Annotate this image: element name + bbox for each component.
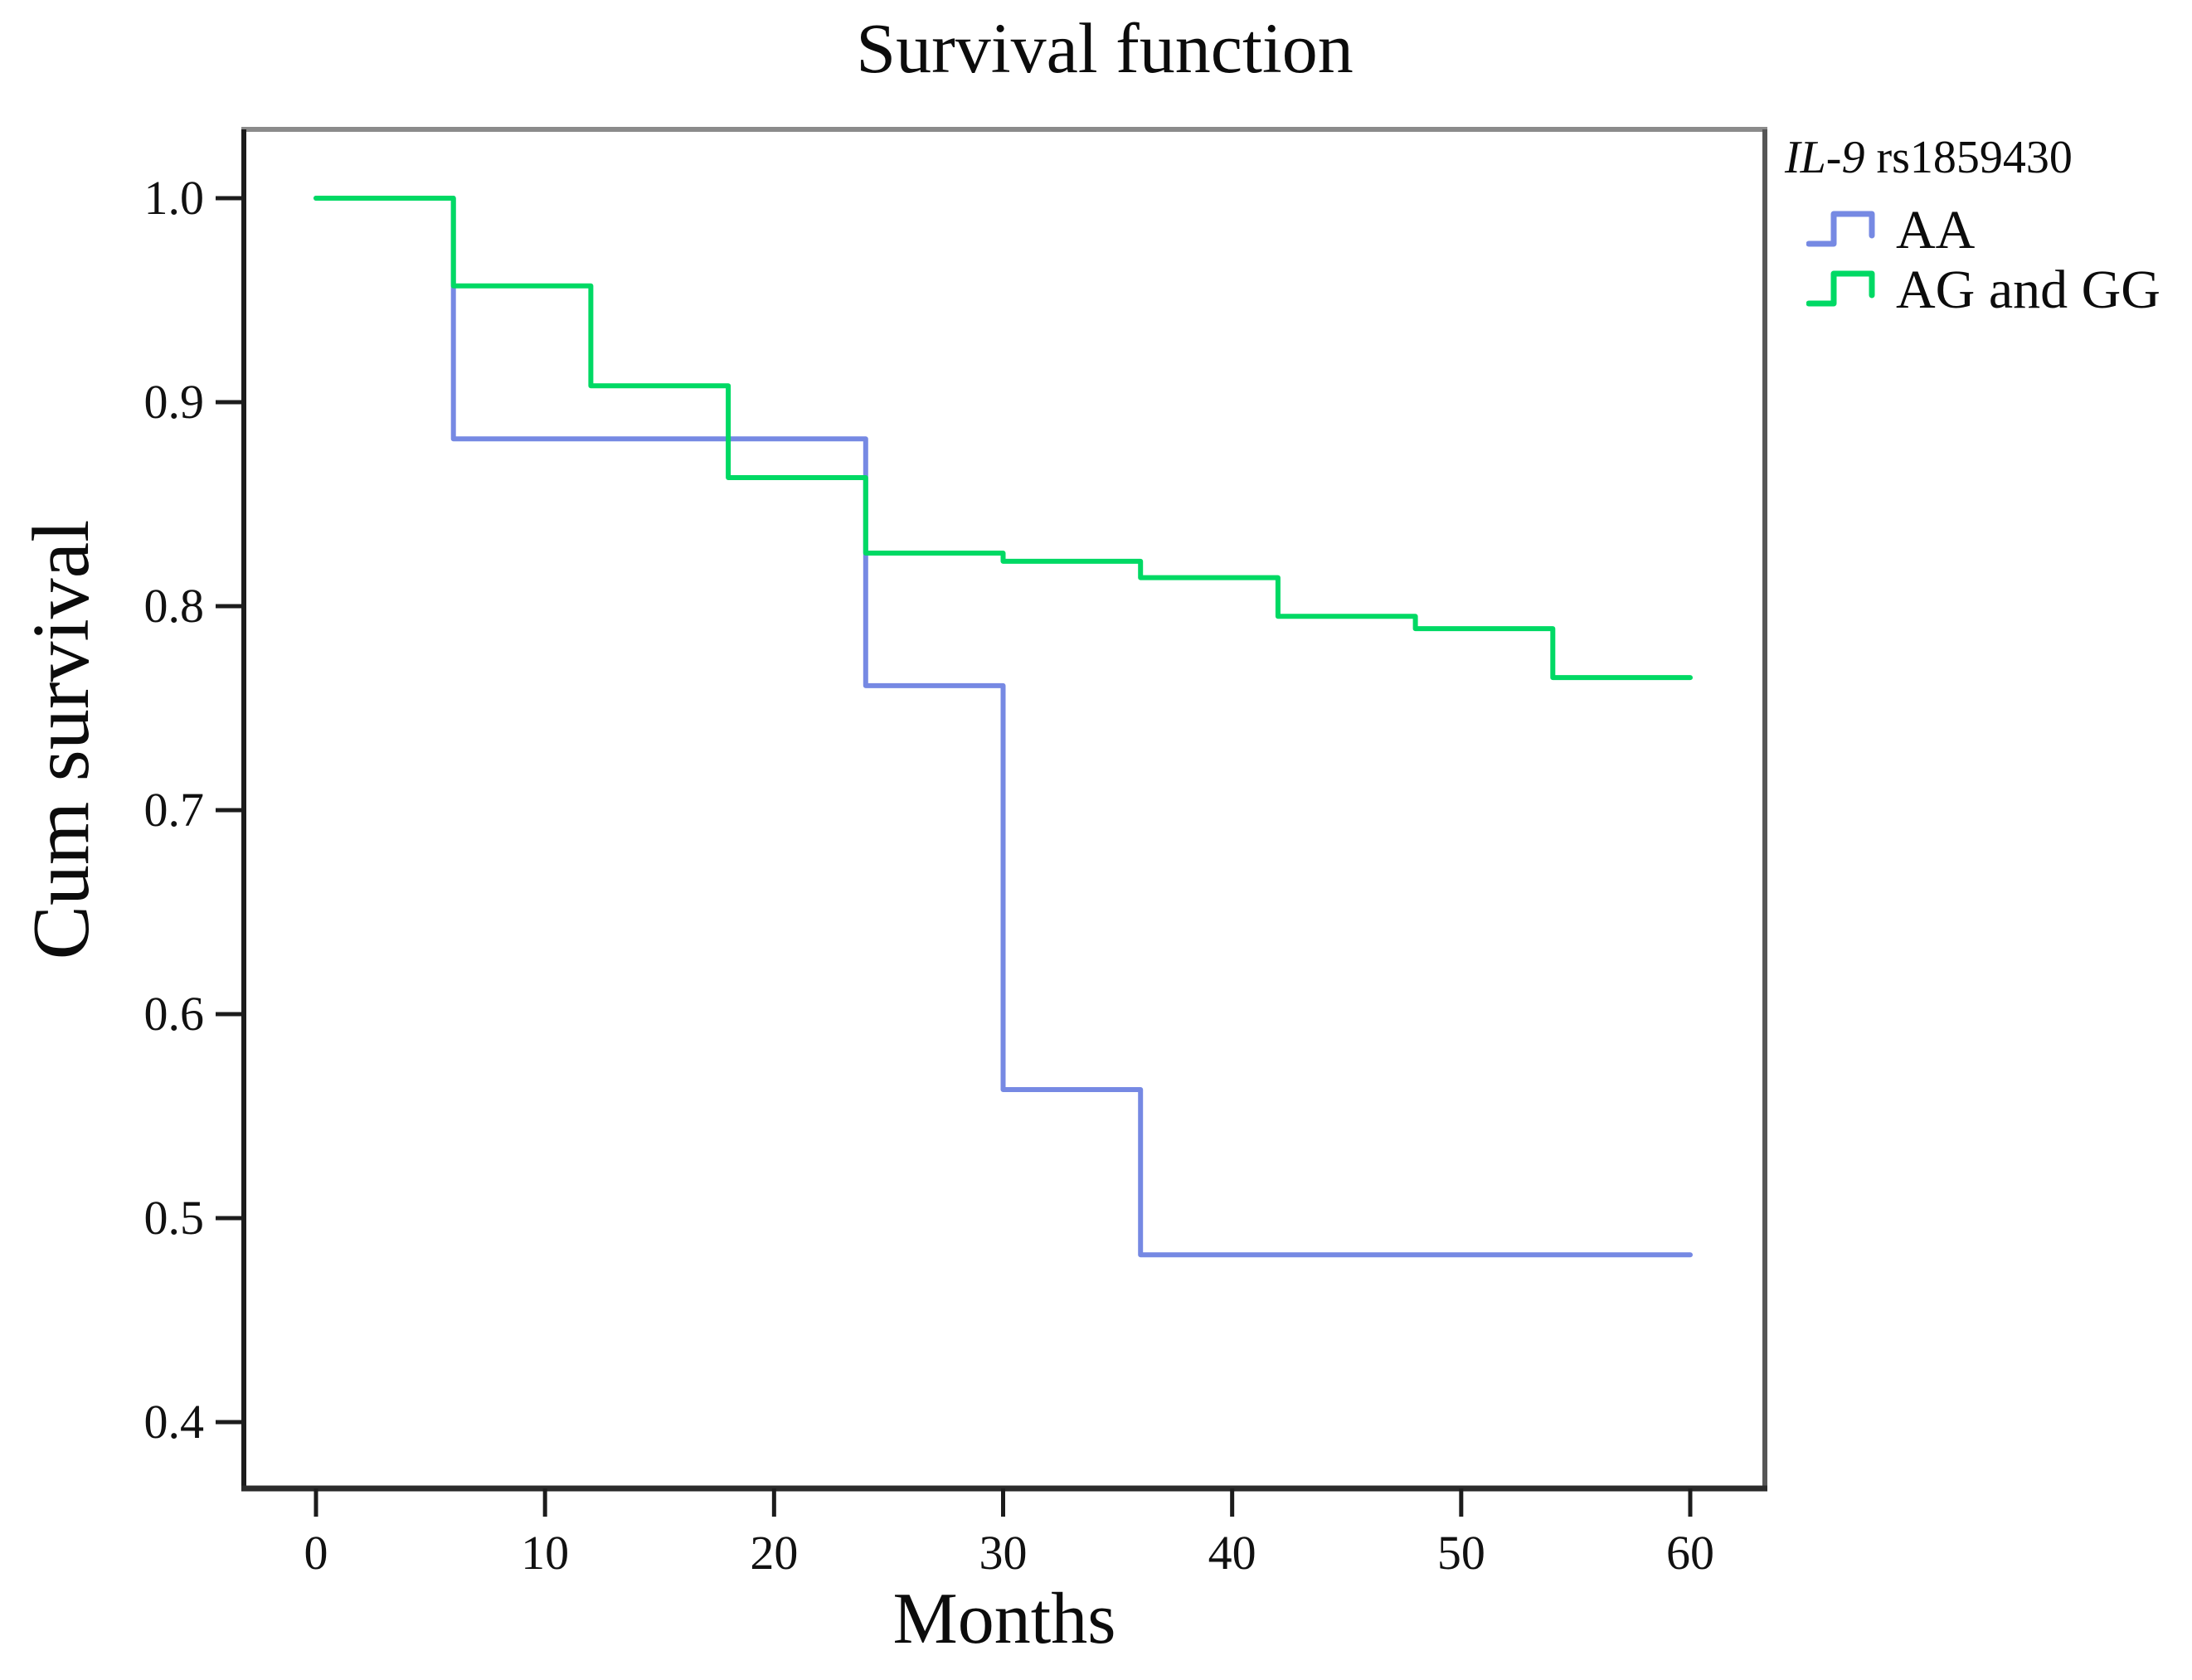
y-tick-label: 0.4 <box>143 1395 205 1449</box>
y-tick-label: 0.9 <box>143 375 205 429</box>
x-tick-label: 50 <box>1436 1526 1485 1580</box>
x-axis-title: Months <box>892 1579 1116 1659</box>
legend-item-aa: AA <box>1806 199 1975 262</box>
x-tick-label: 30 <box>979 1526 1028 1580</box>
x-tick-label: 40 <box>1208 1526 1256 1580</box>
aa-swatch-line <box>1806 211 1875 247</box>
y-tick-label: 0.6 <box>143 987 205 1041</box>
chart-title: Survival function <box>856 8 1354 88</box>
y-tick-label: 1.0 <box>143 171 205 225</box>
series-curve-aa <box>313 196 1693 1258</box>
ag-gg-step-line-swatch <box>1806 270 1875 307</box>
ag-gg-swatch-line <box>1806 270 1875 307</box>
legend-snp-id: rs1859430 <box>1864 132 2073 183</box>
legend-gene-name: IL-9 <box>1785 132 1865 183</box>
legend-title: IL-9 rs1859430 <box>1785 131 2073 184</box>
legend-item-ag-gg: AG and GG <box>1806 259 2160 322</box>
y-tick-label: 0.7 <box>143 783 205 837</box>
x-tick-label: 60 <box>1666 1526 1714 1580</box>
legend-label-aa: AA <box>1896 200 1976 260</box>
x-tick-label: 20 <box>750 1526 799 1580</box>
legend-label-ag-gg: AG and GG <box>1896 260 2160 320</box>
x-tick-label: 10 <box>521 1526 570 1580</box>
y-tick-label: 0.8 <box>143 579 205 633</box>
series-curve-ag-and-gg <box>313 196 1693 681</box>
y-tick-label: 0.5 <box>143 1191 205 1245</box>
x-tick-label: 0 <box>304 1526 328 1580</box>
aa-step-line-swatch <box>1806 211 1875 247</box>
